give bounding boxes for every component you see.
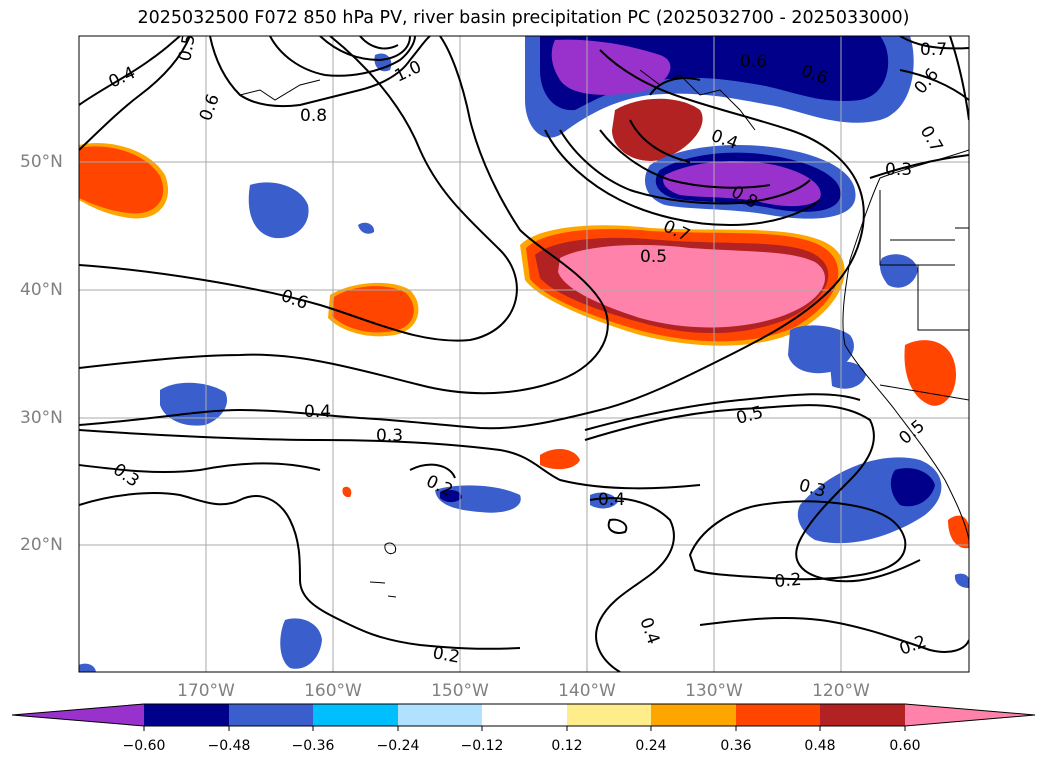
lon-label-170w: 170°W bbox=[177, 681, 235, 701]
colorbar-tick-label: −0.36 bbox=[291, 738, 335, 754]
contour-label: 0.4 bbox=[304, 402, 331, 422]
map-frame bbox=[78, 35, 970, 673]
contour-label: 0.2 bbox=[897, 632, 929, 660]
contour-label: 0.8 bbox=[300, 106, 327, 126]
lat-label-30n: 30°N bbox=[20, 408, 63, 428]
colorbar-segment bbox=[398, 704, 482, 726]
lon-label-130w: 130°W bbox=[685, 681, 743, 701]
colorbar-extend-high bbox=[905, 704, 1035, 726]
colorbar-tick-label: 0.12 bbox=[551, 738, 583, 754]
contour-label: 0.4 bbox=[635, 615, 663, 647]
contour-label: 0.7 bbox=[920, 40, 947, 60]
precip-shading bbox=[79, 36, 969, 672]
contour-label: 0.3 bbox=[109, 460, 143, 492]
contour-label: 0.2 bbox=[431, 643, 461, 667]
colorbar-tick-label: −0.24 bbox=[376, 738, 420, 754]
lon-label-160w: 160°W bbox=[304, 681, 362, 701]
map-title: 2025032500 F072 850 hPa PV, river basin … bbox=[137, 8, 910, 28]
colorbar-tick-label: −0.60 bbox=[122, 738, 166, 754]
contour-label: 0.4 bbox=[106, 63, 139, 93]
contour-label: 0.2 bbox=[774, 570, 803, 592]
lat-label-50n: 50°N bbox=[20, 152, 63, 172]
colorbar-segment bbox=[313, 704, 398, 726]
pv-contours bbox=[79, 36, 969, 672]
colorbar-segment bbox=[567, 704, 651, 726]
lon-label-140w: 140°W bbox=[558, 681, 616, 701]
colorbar-segment bbox=[229, 704, 313, 726]
contour-label: 0.3 bbox=[797, 476, 828, 502]
positive-precip-blob-gulf-alaska bbox=[612, 98, 703, 161]
colorbar-segment bbox=[651, 704, 736, 726]
negative-precip-blob-alaska bbox=[525, 36, 914, 138]
contour-label: 0.5 bbox=[895, 416, 929, 449]
colorbar-tick-label: 0.24 bbox=[635, 738, 667, 754]
colorbar-segment bbox=[144, 704, 229, 726]
positive-precip-blob-west bbox=[79, 143, 169, 219]
lon-label-150w: 150°W bbox=[431, 681, 489, 701]
contour-label: 0.5 bbox=[175, 33, 199, 63]
colorbar-extend-low bbox=[12, 704, 144, 726]
lon-label-120w: 120°W bbox=[812, 681, 870, 701]
contour-label: 0.5 bbox=[734, 403, 765, 429]
colorbar-tick-label: 0.36 bbox=[720, 738, 752, 754]
colorbar-segment bbox=[736, 704, 820, 726]
contour-label: 0.6 bbox=[740, 52, 767, 72]
colorbar bbox=[11, 703, 1036, 731]
lat-label-20n: 20°N bbox=[20, 535, 63, 555]
lat-label-40n: 40°N bbox=[20, 280, 63, 300]
contour-label: 0.7 bbox=[916, 123, 947, 156]
contour-label: 0.3 bbox=[885, 160, 912, 180]
contour-label: 0.4 bbox=[598, 490, 625, 510]
colorbar-tick-label: −0.12 bbox=[460, 738, 504, 754]
colorbar-tick-label: 0.48 bbox=[804, 738, 836, 754]
contour-label: 0.3 bbox=[376, 426, 403, 446]
contour-label: 0.5 bbox=[640, 247, 667, 267]
positive-precip-blob-north-pacific bbox=[520, 225, 845, 346]
positive-precip-blob-california bbox=[342, 340, 969, 549]
colorbar-segment bbox=[820, 704, 905, 726]
contour-label: 0.6 bbox=[196, 91, 224, 123]
contour-label: 0.6 bbox=[911, 65, 944, 99]
colorbar-tick-label: 0.60 bbox=[889, 738, 921, 754]
colorbar-tick-label: −0.48 bbox=[207, 738, 251, 754]
colorbar-segment bbox=[482, 704, 567, 726]
positive-precip-blob-central bbox=[328, 282, 419, 337]
negative-precip-blob-misc bbox=[79, 53, 969, 672]
graticule bbox=[79, 36, 969, 672]
